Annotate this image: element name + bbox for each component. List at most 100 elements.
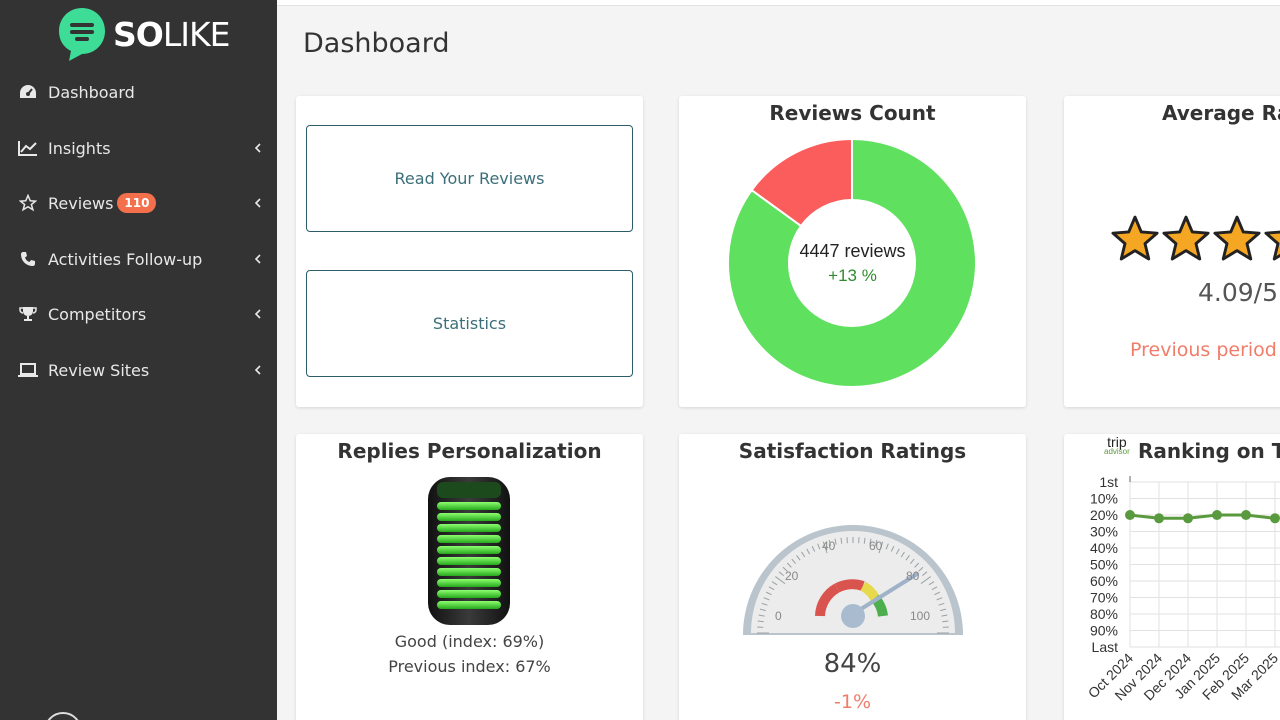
- donut-negative-segment: [750, 138, 853, 228]
- ranking-card: trip advisor Ranking on Tri 1st10%20%30%…: [1064, 434, 1280, 720]
- read-reviews-button[interactable]: Read Your Reviews: [306, 125, 633, 232]
- sidebar-item-activities[interactable]: Activities Follow-up: [18, 244, 268, 274]
- satisfaction-gauge: 0 20 40 60 80 100: [743, 525, 963, 635]
- chevron-left-icon: [254, 139, 262, 158]
- gauge-tick-mark: [878, 541, 884, 554]
- line-chart-icon: [18, 139, 38, 157]
- y-tick-label: 90%: [1090, 623, 1118, 639]
- satisfaction-card: Satisfaction Ratings 0 20 40 60 80 100 8…: [679, 434, 1026, 720]
- data-point: [1183, 513, 1193, 524]
- donut-positive-segment: [727, 138, 977, 388]
- y-tick-label: 70%: [1090, 590, 1118, 606]
- top-bar: [277, 0, 1280, 6]
- solike-logo[interactable]: SOLIKE: [57, 6, 230, 62]
- gauge-tick-mark: [874, 539, 878, 546]
- gauge-tick-mark: [834, 538, 837, 545]
- sidebar-item-competitors[interactable]: Competitors: [18, 299, 268, 329]
- gauge-tick-80: 80: [906, 569, 920, 583]
- gauge-tick-mark: [811, 545, 816, 552]
- gauge-tick-mark: [900, 551, 905, 558]
- star-filled-icon: [1213, 215, 1261, 261]
- chevron-left-icon: [254, 194, 262, 213]
- y-tick-label: 50%: [1090, 557, 1118, 573]
- battery-level-bar: [437, 535, 501, 543]
- battery-level-bar: [437, 513, 501, 521]
- sidebar-item-dashboard[interactable]: Dashboard: [18, 77, 268, 107]
- gauge-tick-mark: [775, 576, 786, 585]
- data-point: [1241, 510, 1251, 520]
- battery-level-bar: [437, 546, 501, 554]
- average-rating-title: Average Rat: [1162, 101, 1280, 125]
- logo-text: SOLIKE: [113, 14, 230, 54]
- gauge-tick-40: 40: [822, 539, 836, 553]
- dashboard-icon: [18, 83, 38, 101]
- gauge-tick-mark: [778, 571, 784, 577]
- data-point: [1270, 513, 1280, 524]
- actions-card: Read Your Reviews Statistics: [296, 96, 643, 407]
- gauge-tick-mark: [786, 562, 792, 568]
- statistics-button[interactable]: Statistics: [306, 270, 633, 377]
- battery-level-bar: [437, 601, 501, 609]
- battery-level-bar: [437, 568, 501, 576]
- replies-personalization-card: Replies Personalization Good (index: 69%…: [296, 434, 643, 720]
- sidebar-item-insights[interactable]: Insights: [18, 133, 268, 163]
- average-rating-value: 4.09/5: [1198, 278, 1278, 307]
- gauge-tick-mark: [759, 608, 766, 612]
- sidebar-item-label: Insights: [48, 138, 111, 158]
- gauge-tick-100: 100: [910, 609, 930, 623]
- battery-level-bar: [437, 524, 501, 532]
- gauge-tick-60: 60: [869, 539, 883, 553]
- y-tick-label: 80%: [1090, 606, 1118, 622]
- y-tick-label: 40%: [1090, 540, 1118, 556]
- data-point: [1125, 510, 1135, 520]
- average-rating-card: Average Rat 4.09/5 Previous period: [1064, 96, 1280, 407]
- gauge-tick-mark: [909, 558, 915, 564]
- gauge-tick-0: 0: [775, 609, 782, 623]
- star-filled-icon: [1111, 215, 1159, 261]
- battery-level-bar: [437, 502, 501, 510]
- gauge-tick-mark: [931, 586, 938, 591]
- gauge-tick-mark: [922, 571, 928, 577]
- logo-bubble-icon: [59, 8, 105, 61]
- y-tick-label: 30%: [1090, 524, 1118, 540]
- trophy-icon: [18, 305, 38, 323]
- previous-period-label: Previous period: [1130, 339, 1277, 361]
- battery-level-bar: [437, 590, 501, 598]
- star-filled-icon: [1264, 230, 1280, 261]
- sidebar-item-label: Competitors: [48, 304, 147, 324]
- gauge-tick-mark: [817, 543, 821, 550]
- reviews-donut-chart: [727, 138, 977, 388]
- gauge-tick-mark: [840, 537, 843, 544]
- battery-gauge-icon: [428, 477, 510, 625]
- gauge-tick-mark: [869, 538, 872, 545]
- laptop-icon: [18, 361, 38, 379]
- reviews-count-card: Reviews Count 4447 reviews +13 %: [679, 96, 1026, 407]
- gauge-tick-mark: [905, 555, 910, 561]
- tripadvisor-logo: trip advisor: [1104, 434, 1130, 456]
- gauge-tick-mark: [791, 558, 797, 564]
- reviews-count-title: Reviews Count: [769, 101, 936, 125]
- sidebar-item-reviews[interactable]: Reviews 110: [18, 188, 268, 218]
- chevron-left-icon: [254, 361, 262, 380]
- gauge-tick-mark: [940, 608, 947, 612]
- gauge-tick-mark: [765, 591, 772, 596]
- sidebar-item-label: Dashboard: [48, 82, 135, 102]
- sidebar-item-review-sites[interactable]: Review Sites: [18, 355, 268, 385]
- gauge-tick-mark: [920, 576, 931, 585]
- gauge-tick-mark: [782, 566, 788, 572]
- reviews-count-label: 4447 reviews: [799, 241, 906, 261]
- chevron-left-icon: [254, 250, 262, 269]
- gauge-tick-mark: [822, 541, 828, 554]
- gauge-tick-mark: [938, 602, 945, 606]
- y-tick-label: 10%: [1090, 491, 1118, 507]
- data-point: [1212, 510, 1222, 520]
- gauge-tick-mark: [928, 581, 935, 586]
- gauge-tick-mark: [806, 548, 811, 555]
- phone-icon: [18, 250, 38, 268]
- gauge-tick-mark: [768, 586, 775, 591]
- user-avatar[interactable]: [44, 712, 82, 720]
- chevron-left-icon: [254, 305, 262, 324]
- gauge-tick-mark: [934, 591, 941, 596]
- gauge-tick-mark: [936, 597, 943, 601]
